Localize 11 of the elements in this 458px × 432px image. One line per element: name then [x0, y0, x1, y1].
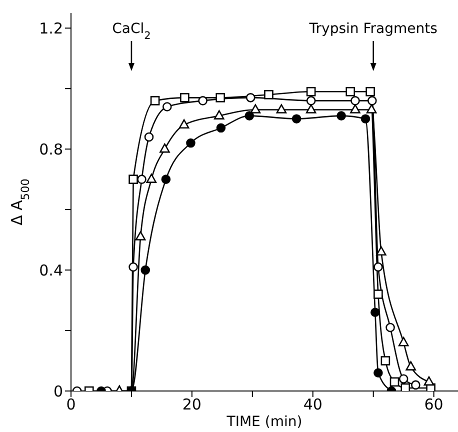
x-tick-label: 60	[424, 396, 444, 414]
y-tick-label: 0	[53, 382, 63, 400]
ref-line-label: CaCl$_{2}$	[112, 21, 151, 42]
y-tick-label: 0.4	[39, 261, 63, 280]
x-axis-title: TIME (min)	[226, 414, 302, 430]
y-tick-label: 1.2	[39, 19, 63, 38]
y-tick-label: 0.8	[39, 140, 63, 158]
ref-line-label: Trypsin Fragments	[308, 21, 438, 37]
x-tick-label: 0	[66, 396, 76, 414]
x-tick-label: 40	[303, 396, 322, 414]
x-tick-label: 20	[182, 396, 202, 414]
